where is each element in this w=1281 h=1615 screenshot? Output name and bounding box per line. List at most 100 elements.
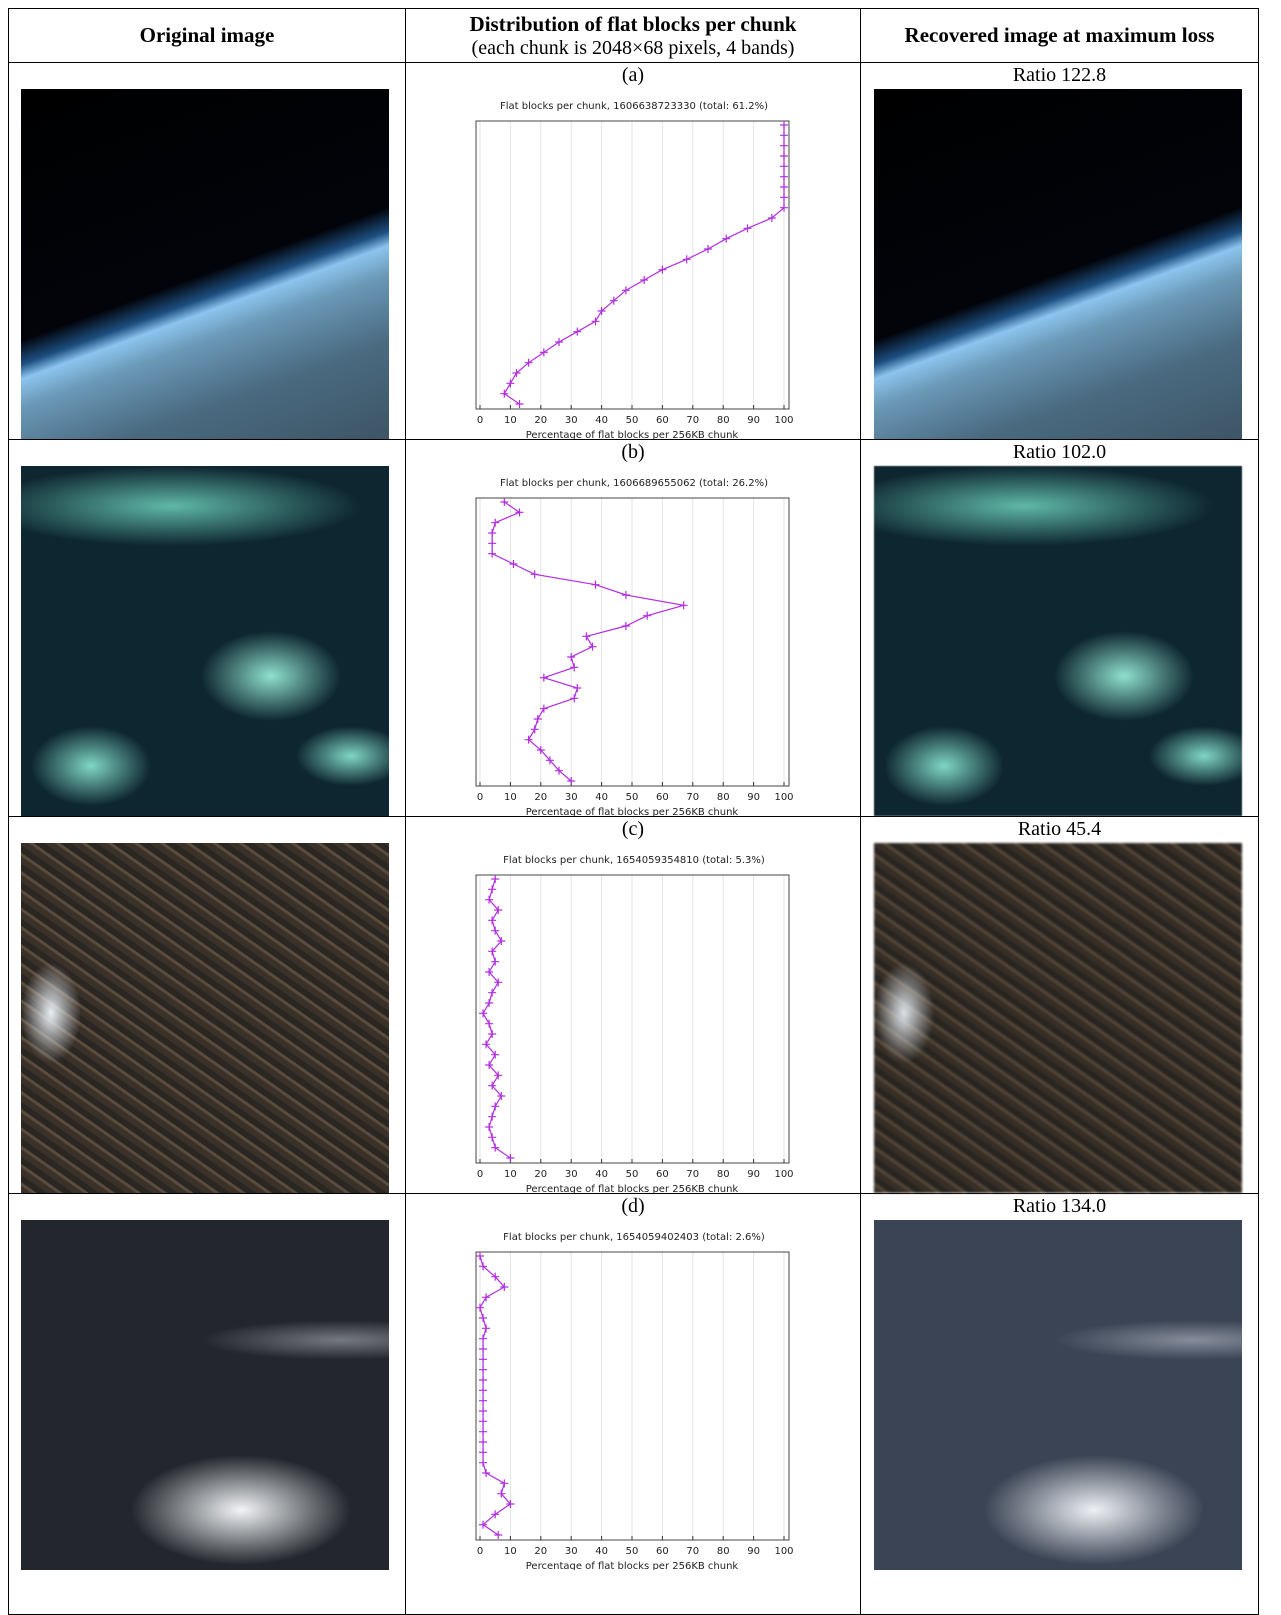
data-marker <box>658 266 666 274</box>
figure-table: Original image Distribution of flat bloc… <box>8 8 1259 1615</box>
data-marker <box>500 1479 508 1487</box>
data-marker <box>491 519 499 527</box>
data-marker <box>582 632 590 640</box>
data-marker <box>643 612 651 620</box>
x-tick-label: 40 <box>595 1169 608 1180</box>
data-marker <box>491 927 499 935</box>
x-tick-label: 40 <box>595 415 608 426</box>
data-marker <box>491 1102 499 1110</box>
ratio-label: Ratio 45.4 <box>861 817 1258 841</box>
x-tick-label: 30 <box>565 415 578 426</box>
x-tick-label: 50 <box>626 1546 639 1557</box>
data-marker <box>488 550 496 558</box>
data-marker <box>482 1324 490 1332</box>
figure-row: (d)Flat blocks per chunk, 1654059402403 … <box>9 1194 1259 1615</box>
chart: Flat blocks per chunk, 1606689655062 (to… <box>406 440 861 816</box>
x-tick-label: 50 <box>626 792 639 803</box>
data-marker <box>588 643 596 651</box>
x-tick-label: 10 <box>504 1169 517 1180</box>
data-marker <box>488 1030 496 1038</box>
data-marker <box>573 328 581 336</box>
recovered-image <box>874 843 1242 1193</box>
chart-cell: (a)Flat blocks per chunk, 1606638723330 … <box>406 63 861 440</box>
data-marker <box>488 989 496 997</box>
x-tick-label: 40 <box>595 792 608 803</box>
satellite-image <box>21 843 389 1193</box>
data-marker <box>482 1293 490 1301</box>
data-line <box>504 125 784 404</box>
data-marker <box>780 152 788 160</box>
data-marker <box>485 999 493 1007</box>
ratio-label: Ratio 134.0 <box>861 1194 1258 1218</box>
data-marker <box>488 529 496 537</box>
chart-title: Flat blocks per chunk, 1654059354810 (to… <box>503 855 765 866</box>
x-tick-label: 20 <box>534 1546 547 1557</box>
x-tick-label: 70 <box>686 1546 699 1557</box>
x-tick-label: 50 <box>626 1169 639 1180</box>
header-title: Distribution of flat blocks per chunk <box>470 12 797 36</box>
recovered-cell: Ratio 45.4 <box>861 817 1259 1194</box>
data-marker <box>491 1144 499 1152</box>
x-tick-label: 100 <box>774 792 793 803</box>
data-marker <box>592 581 600 589</box>
satellite-image <box>21 466 389 816</box>
x-tick-label: 0 <box>477 1169 483 1180</box>
data-marker <box>640 276 648 284</box>
x-tick-label: 40 <box>595 1546 608 1557</box>
x-tick-label: 80 <box>717 415 730 426</box>
data-marker <box>780 193 788 201</box>
chart-cell: (d)Flat blocks per chunk, 1654059402403 … <box>406 1194 861 1615</box>
chart-title: Flat blocks per chunk, 1606638723330 (to… <box>500 101 768 112</box>
header-recovered: Recovered image at maximum loss <box>861 9 1259 63</box>
x-tick-label: 60 <box>656 1546 669 1557</box>
recovered-cell: Ratio 134.0 <box>861 1194 1259 1615</box>
figure-row: (c)Flat blocks per chunk, 1654059354810 … <box>9 817 1259 1194</box>
original-cell <box>9 63 406 440</box>
data-marker <box>494 1531 502 1539</box>
x-tick-label: 30 <box>565 792 578 803</box>
data-marker <box>516 508 524 516</box>
chart: Flat blocks per chunk, 1606638723330 (to… <box>406 63 861 439</box>
x-tick-label: 60 <box>656 1169 669 1180</box>
data-marker <box>488 1113 496 1121</box>
data-marker <box>500 390 508 398</box>
x-tick-label: 30 <box>565 1546 578 1557</box>
recovered-cell: Ratio 122.8 <box>861 63 1259 440</box>
x-tick-label: 20 <box>534 1169 547 1180</box>
x-tick-label: 70 <box>686 792 699 803</box>
data-marker <box>506 1154 514 1162</box>
data-marker <box>531 725 539 733</box>
x-tick-label: 20 <box>534 415 547 426</box>
data-marker <box>488 1133 496 1141</box>
data-marker <box>780 131 788 139</box>
x-tick-label: 70 <box>686 415 699 426</box>
data-marker <box>485 1020 493 1028</box>
data-marker <box>622 622 630 630</box>
header-subtitle: (each chunk is 2048×68 pixels, 4 bands) <box>406 37 860 59</box>
recovered-image <box>874 89 1242 439</box>
x-tick-label: 100 <box>774 1169 793 1180</box>
original-cell <box>9 817 406 1194</box>
data-marker <box>516 400 524 408</box>
data-marker <box>506 379 514 387</box>
x-tick-label: 80 <box>717 1169 730 1180</box>
data-marker <box>592 317 600 325</box>
data-marker <box>744 224 752 232</box>
data-marker <box>500 498 508 506</box>
data-marker <box>567 653 575 661</box>
x-axis-label: Percentage of flat blocks per 256KB chun… <box>526 430 739 439</box>
chart-cell: (c)Flat blocks per chunk, 1654059354810 … <box>406 817 861 1194</box>
data-marker <box>680 601 688 609</box>
x-tick-label: 80 <box>717 1546 730 1557</box>
x-tick-label: 80 <box>717 792 730 803</box>
data-marker <box>573 684 581 692</box>
data-line <box>483 879 510 1158</box>
x-axis-label: Percentage of flat blocks per 256KB chun… <box>526 807 739 816</box>
data-marker <box>491 875 499 883</box>
x-tick-label: 20 <box>534 792 547 803</box>
page: Original image Distribution of flat bloc… <box>0 0 1281 1598</box>
data-marker <box>780 162 788 170</box>
recovered-image <box>874 1220 1242 1570</box>
x-tick-label: 60 <box>656 792 669 803</box>
chart-title: Flat blocks per chunk, 1606689655062 (to… <box>500 478 768 489</box>
